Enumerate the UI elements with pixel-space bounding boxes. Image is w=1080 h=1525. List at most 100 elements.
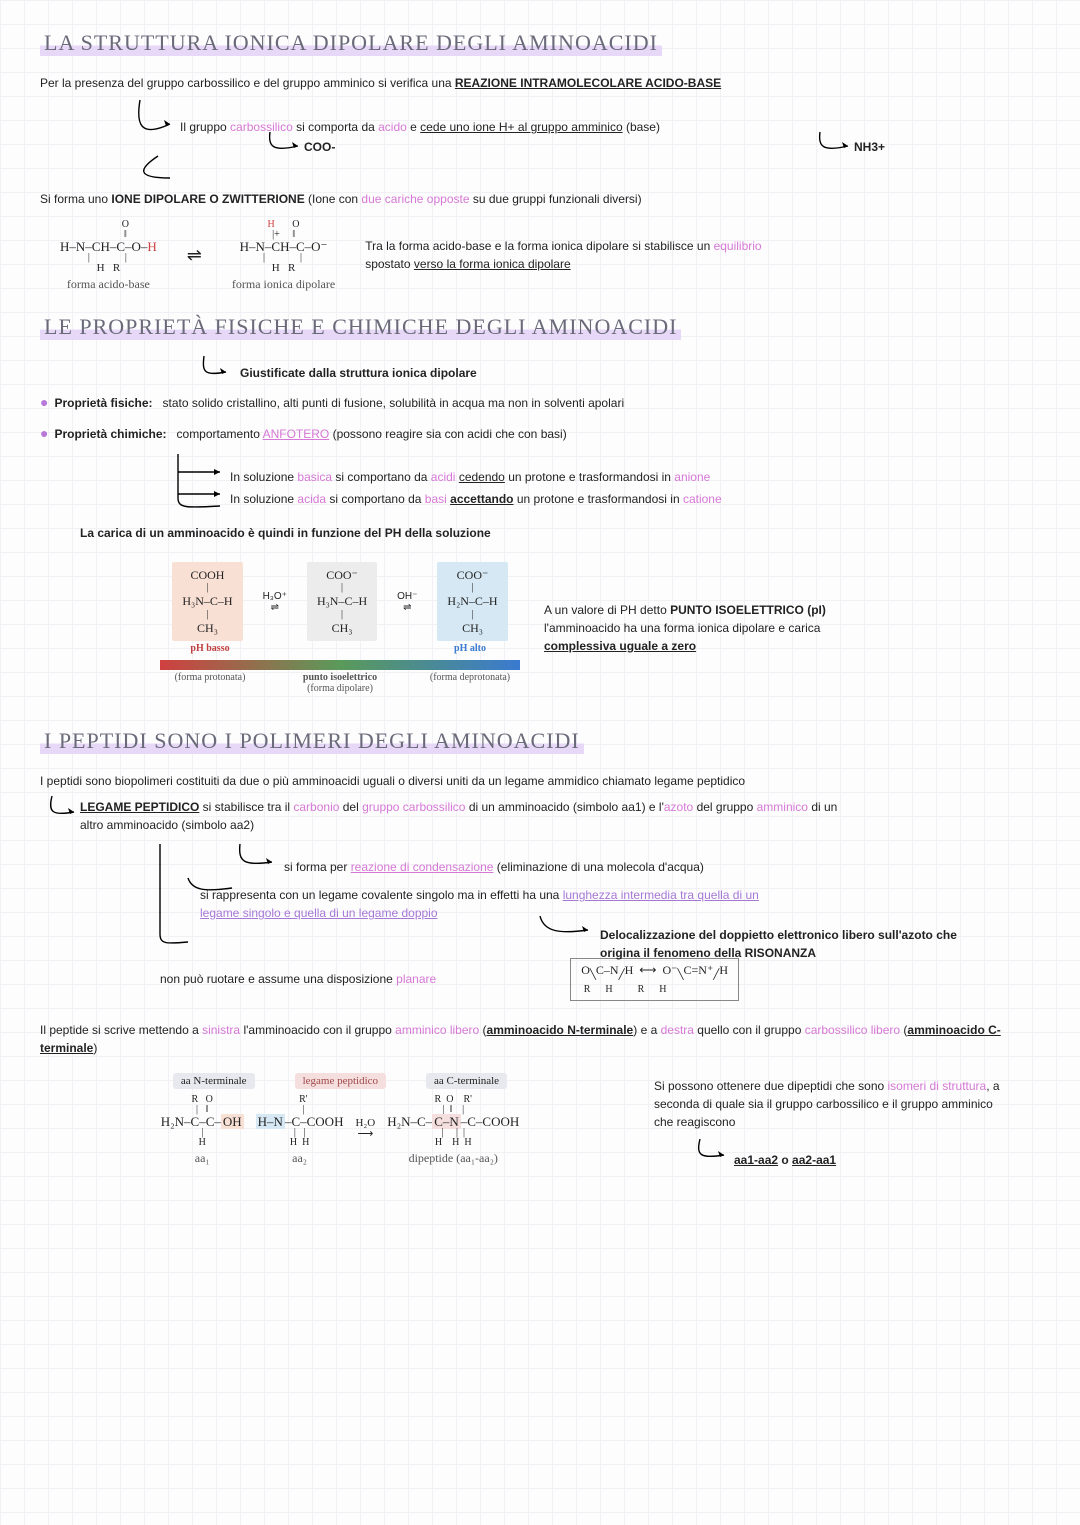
deloc-line: Delocalizzazione del doppietto elettroni… [600, 926, 1000, 962]
t: In soluzione [230, 492, 297, 506]
sub-row: Giustificate dalla struttura ionica dipo… [40, 354, 1040, 388]
t: carbossilico libero [805, 1023, 900, 1037]
t: si rappresenta con un legame covalente s… [200, 888, 563, 902]
equilibrium-text: Tra la forma acido-base e la forma ionic… [365, 237, 785, 273]
t: CH₃ [317, 621, 367, 635]
intro-line: Per la presenza del gruppo carbossilico … [40, 74, 1040, 92]
t: Si forma uno [40, 192, 111, 206]
t: complessiva uguale a zero [544, 639, 696, 653]
t: planare [396, 972, 436, 986]
t: A un valore di PH detto [544, 603, 670, 617]
t: (base) [623, 120, 660, 134]
t: amminico [757, 800, 808, 814]
zwitterion-formula-row: O ‖ H–N–CH–C–O–H | | H R forma acido-bas… [60, 220, 1040, 290]
tag-c: aa C-terminale [426, 1073, 507, 1089]
t: cede uno ione H+ al gruppo amminico [420, 120, 622, 134]
t: acida [297, 492, 326, 506]
t: OH⁻ [397, 591, 417, 602]
t: acidi [431, 470, 459, 484]
t: Si possono ottenere due dipeptidi che so… [654, 1079, 888, 1093]
solution-block: In soluzione basica si comportano da aci… [40, 450, 1040, 520]
t: Proprietà chimiche: [54, 427, 166, 441]
t: comportamento [177, 427, 263, 441]
t: (possono reagire sia con acidi che con b… [329, 427, 566, 441]
t: si comporta da [293, 120, 378, 134]
t: si stabilisce tra il [199, 800, 293, 814]
section-ionic-structure: LA STRUTTURA IONICA DIPOLARE DEGLI AMINO… [40, 30, 1040, 290]
heading-2: LE PROPRIETÀ FISICHE E CHIMICHE DEGLI AM… [40, 314, 681, 340]
gradient-bar [160, 660, 520, 670]
t: (forma deprotonata) [410, 672, 530, 694]
ph-row: COOH | H₃N–C–H | CH₃ H₃O⁺ ⇌ COO⁻ | H₃N–C… [40, 552, 1040, 704]
t: (eliminazione di una molecola d'acqua) [493, 860, 703, 874]
t: (forma dipolare) [307, 683, 373, 694]
reaction: R O | ‖ H₂N–C–C–OH | H aa₁ R' | H–N–C–CO… [40, 1095, 640, 1164]
cond-line: si forma per reazione di condensazione (… [284, 858, 704, 876]
t: si comportano da [332, 470, 431, 484]
len-line: si rappresenta con un legame covalente s… [200, 886, 760, 922]
t: si comportano da [326, 492, 425, 506]
coo-label: COO- [304, 140, 335, 154]
planar-row: non può ruotare e assume una disposizion… [40, 958, 1040, 1000]
t: acido [378, 120, 407, 134]
isomer-block: Si possono ottenere due dipeptidi che so… [654, 1073, 1014, 1175]
peptide-intro: I peptidi sono biopolimeri costituiti da… [40, 772, 1040, 790]
t: aa2-aa1 [792, 1153, 836, 1167]
t: punto isoelettrico [303, 672, 377, 683]
dipeptide-diagram: aa N-terminale legame peptidico aa C-ter… [40, 1073, 640, 1164]
t: isomeri di struttura [888, 1079, 987, 1093]
t: REAZIONE INTRAMOLECOLARE ACIDO-BASE [455, 76, 721, 90]
equilibrium-arrow: ⇌ [187, 245, 202, 266]
t: ANFOTERO [263, 427, 330, 441]
t: (Ione con [305, 192, 362, 206]
t: su due gruppi funzionali diversi) [470, 192, 642, 206]
section-properties: LE PROPRIETÀ FISICHE E CHIMICHE DEGLI AM… [40, 314, 1040, 704]
t: l'amminoacido con il gruppo [240, 1023, 395, 1037]
t: accettando [450, 492, 513, 506]
t: COO⁻ [447, 568, 497, 582]
heading-3: I PEPTIDI SONO I POLIMERI DEGLI AMINOACI… [40, 728, 584, 754]
t: un protone e trasformandosi in [514, 492, 683, 506]
t: catione [683, 492, 722, 506]
t: o [778, 1153, 792, 1167]
t: basi [425, 492, 450, 506]
t: l'amminoacido ha una forma ionica dipola… [544, 621, 820, 635]
arrows-svg [40, 96, 1040, 186]
t: un protone e trasformandosi in [505, 470, 674, 484]
t: e [407, 120, 420, 134]
t: H₂N–C–H [447, 594, 497, 608]
t: cedendo [459, 470, 505, 484]
t: basica [297, 470, 332, 484]
t: COO⁻ [317, 568, 367, 582]
ph-top-caps: pH basso pH alto [150, 643, 530, 654]
t: verso la forma ionica dipolare [414, 257, 571, 271]
t: anione [674, 470, 710, 484]
t: In soluzione [230, 470, 297, 484]
t: COOH [182, 568, 232, 582]
t: amminoacido N-terminale [487, 1023, 634, 1037]
t: ) [93, 1041, 97, 1055]
t: Per la presenza del gruppo carbossilico … [40, 76, 455, 90]
t: Il gruppo [180, 120, 230, 134]
form-dipolar: H O |+ ‖ H–N–CH–C–O⁻ | | H R forma ionic… [232, 220, 335, 290]
t: aa₂ [256, 1152, 344, 1164]
isoelectric-text: A un valore di PH detto PUNTO ISOELETTRI… [544, 601, 864, 655]
terminal-line: Il peptide si scrive mettendo a sinistra… [40, 1021, 1040, 1057]
t: H₃N–C–H [317, 594, 367, 608]
t: pH basso [150, 643, 270, 654]
t: spostato [365, 257, 414, 271]
basic-solution: In soluzione basica si comportano da aci… [230, 468, 710, 486]
arr2: OH⁻ ⇌ [397, 591, 417, 613]
isomer-arrow: aa1-aa2 o aa2-aa1 [654, 1135, 1014, 1175]
t: reazione di condensazione [351, 860, 494, 874]
t: del [339, 800, 362, 814]
form-acid-base: O ‖ H–N–CH–C–O–H | | H R forma acido-bas… [60, 220, 157, 290]
t: di un amminoacido (simbolo aa1) e l' [465, 800, 663, 814]
t: azoto [664, 800, 693, 814]
t: dipeptide (aa₁-aa₂) [387, 1152, 519, 1164]
ph-box-high: COO⁻ | H₂N–C–H | CH₃ [437, 562, 507, 641]
phys-prop: ●Proprietà fisiche: stato solido cristal… [40, 392, 1040, 413]
t: ( [479, 1023, 486, 1037]
acid-base-block: Il gruppo carbossilico si comporta da ac… [40, 96, 1040, 186]
t: H₃N–C–H [182, 594, 232, 608]
